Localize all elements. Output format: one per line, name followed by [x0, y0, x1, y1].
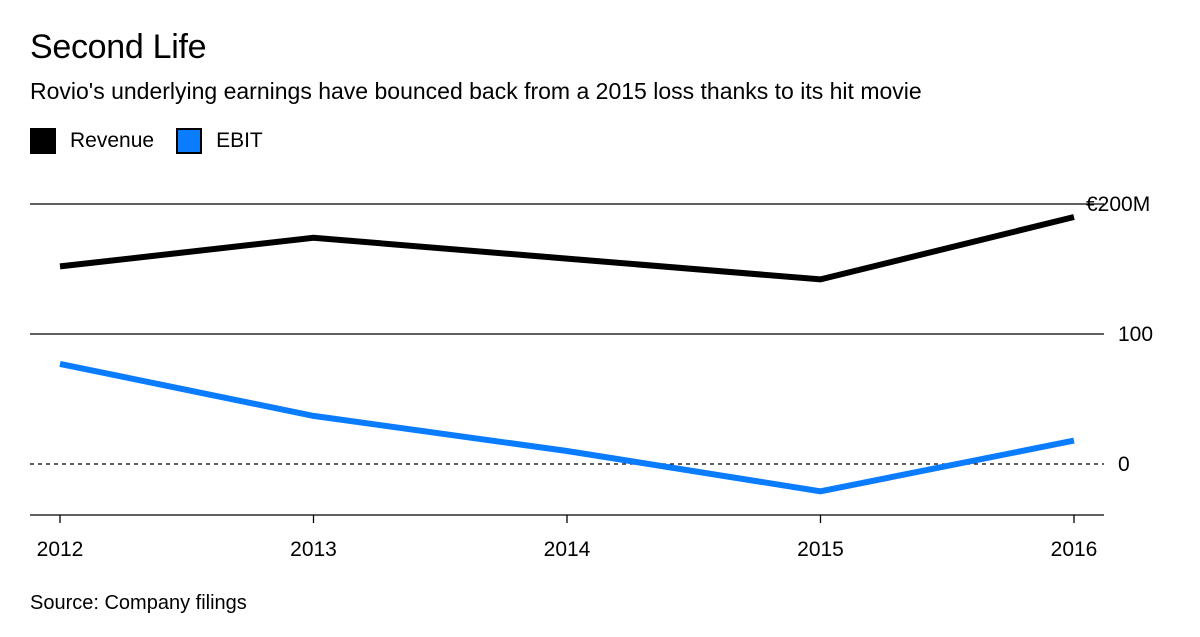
y-tick-label: €200M: [1086, 193, 1150, 216]
x-tick-label: 2012: [37, 538, 84, 561]
gridlines: €200M 100 0: [30, 193, 1153, 476]
series-line-ebit: [59, 360, 1075, 495]
legend-swatch-ebit: [176, 128, 203, 154]
y-tick-label: 100: [1118, 323, 1153, 346]
legend-swatch-revenue: [30, 128, 56, 154]
source-note: Source: Company filings: [30, 592, 247, 614]
y-tick-label: 0: [1118, 453, 1130, 476]
x-tick-label: 2014: [544, 538, 591, 561]
x-tick-label: 2013: [290, 538, 337, 561]
x-axis: 2012 2013 2014 2015 2016: [30, 514, 1104, 561]
series-line-revenue: [59, 214, 1075, 283]
chart-title: Second Life: [30, 28, 207, 66]
x-tick-label: 2015: [797, 538, 844, 561]
legend-item-revenue: Revenue: [30, 128, 154, 154]
legend-item-ebit: EBIT: [176, 128, 263, 154]
legend-label-revenue: Revenue: [70, 129, 155, 152]
x-tick-label: 2016: [1051, 538, 1098, 561]
legend-label-ebit: EBIT: [216, 129, 263, 152]
chart-subtitle: Rovio's underlying earnings have bounced…: [30, 78, 922, 104]
series-lines: [59, 214, 1075, 495]
legend: Revenue EBIT: [30, 128, 285, 154]
